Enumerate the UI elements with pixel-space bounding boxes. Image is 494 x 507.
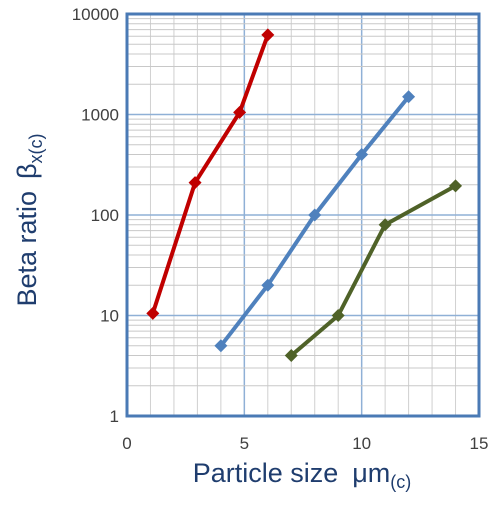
series-2 [214, 90, 416, 353]
series-1 [146, 28, 275, 320]
tick-labels: 0 5 10 15 1 10 100 1000 10000 [72, 5, 489, 453]
data-point [402, 90, 416, 104]
x-tick-label: 15 [470, 434, 489, 453]
y-tick-label: 10 [100, 307, 119, 326]
x-axis-unit-sub: (c) [390, 472, 411, 492]
data-point [449, 179, 463, 193]
x-tick-label: 10 [352, 434, 371, 453]
data-point [331, 309, 345, 322]
data-point [233, 105, 247, 119]
x-tick-label: 5 [240, 434, 249, 453]
series-layer [146, 28, 463, 362]
y-tick-label: 1000 [81, 106, 119, 125]
series-line [150, 32, 270, 316]
y-axis-symbol: β [12, 163, 42, 179]
y-axis-title-text: Beta ratio [12, 191, 42, 307]
y-tick-label: 1 [110, 407, 119, 426]
grid [126, 14, 480, 416]
x-axis-title: Particle size μm(c) [193, 458, 412, 492]
series-3 [284, 179, 463, 362]
y-tick-label: 100 [91, 206, 119, 225]
data-point [146, 306, 160, 320]
x-axis-unit: μm [352, 458, 390, 488]
data-point [308, 208, 322, 222]
series-line [289, 183, 458, 358]
data-point [284, 348, 298, 362]
y-tick-label: 10000 [72, 5, 119, 24]
x-axis-title-text: Particle size [193, 458, 339, 488]
y-axis-symbol-sub: x(c) [26, 133, 46, 163]
plot-frame [125, 12, 481, 418]
x-tick-label: 0 [122, 434, 131, 453]
data-point [261, 278, 275, 292]
data-point [261, 28, 275, 42]
y-axis-title: Beta ratio βx(c) [12, 133, 46, 306]
data-point [188, 176, 202, 190]
data-point [355, 147, 369, 161]
data-point [214, 339, 228, 353]
data-point [378, 218, 392, 232]
